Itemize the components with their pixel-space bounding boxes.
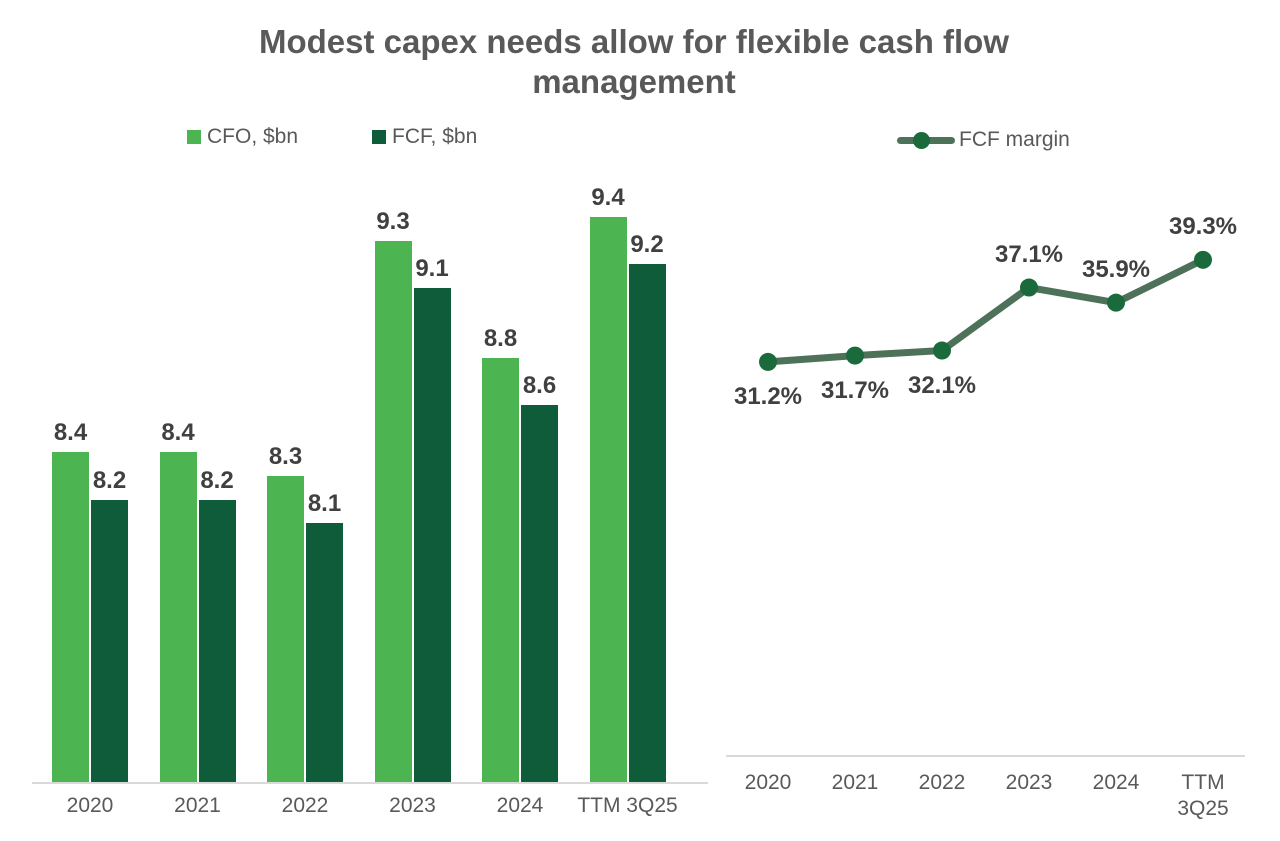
bar-label-cfo-2022: 8.3 (268, 443, 303, 470)
bar-cfo-2023 (374, 240, 412, 782)
bar-cfo-2020 (52, 452, 89, 782)
line-x-label-2021: 2021 (831, 771, 879, 794)
legend-label-fcf-margin: FCF margin (959, 128, 1070, 151)
line-point-2020 (759, 352, 777, 371)
cfo-swatch-icon (187, 130, 201, 144)
fcf-swatch-icon (372, 130, 387, 144)
bar-cfo-2022 (267, 476, 304, 782)
bar-label-fcf-2021: 8.2 (200, 466, 234, 494)
line-point-2021 (846, 346, 864, 365)
bar-label-fcf-2022: 8.1 (307, 490, 342, 518)
bar-fcf-2023 (413, 287, 451, 782)
bar-label-cfo-2020: 8.4 (53, 419, 88, 447)
bar-x-label-2020: 2020 (66, 794, 114, 817)
legend-item-cfo: CFO, $bn (187, 125, 298, 149)
legend-label-fcf: FCF, $bn (392, 125, 478, 148)
bar-x-label-2024: 2024 (496, 794, 544, 817)
bar-x-label-ttm-3q25: TTM 3Q25 (577, 794, 678, 817)
line-x-label-2022: 2022 (918, 771, 966, 794)
bar-cfo-2021 (159, 452, 197, 782)
bar-label-cfo-2023: 9.3 (376, 207, 410, 235)
line-label-2022: 32.1% (907, 371, 977, 399)
bar-label-cfo-ttm-3q25: 9.4 (591, 184, 625, 212)
bar-chart-x-axis (32, 782, 708, 784)
bar-chart-legend: CFO, $bn FCF, $bn (187, 124, 477, 150)
bar-fcf-2020 (91, 499, 128, 782)
bar-fcf-2021 (198, 499, 236, 782)
line-marker-icon (897, 131, 955, 149)
line-point-2022 (933, 341, 951, 360)
legend-item-fcf: FCF, $bn (372, 125, 477, 149)
bar-cfo-ttm-3q25 (589, 217, 627, 782)
line-x-label-2023: 2023 (1005, 771, 1053, 794)
line-x-label-ttm-3q25: TTM 3Q25 (1177, 771, 1229, 820)
line-label-2024: 35.9% (1081, 255, 1151, 283)
bar-label-fcf-2020: 8.2 (92, 466, 127, 494)
bar-label-cfo-2024: 8.8 (483, 325, 518, 353)
line-x-label-2024: 2024 (1092, 771, 1140, 794)
chart-title: Modest capex needs allow for flexible ca… (258, 23, 1010, 100)
bar-x-label-2022: 2022 (281, 794, 329, 817)
line-label-2023: 37.1% (994, 240, 1064, 268)
line-point-2024 (1107, 293, 1125, 312)
line-chart-x-axis (726, 755, 1245, 757)
bar-x-label-2021: 2021 (174, 794, 221, 817)
bar-label-fcf-2024: 8.6 (522, 372, 557, 400)
line-point-ttm-3q25 (1194, 250, 1212, 269)
line-point-2023 (1020, 278, 1038, 297)
line-label-2020: 31.2% (733, 382, 803, 410)
bar-label-cfo-2021: 8.4 (161, 419, 195, 447)
bar-label-fcf-ttm-3q25: 9.2 (630, 231, 664, 259)
line-label-ttm-3q25: 39.3% (1168, 212, 1238, 240)
bar-fcf-2024 (521, 405, 558, 782)
bar-cfo-2024 (482, 358, 519, 782)
line-x-label-2020: 2020 (744, 771, 792, 794)
bar-label-fcf-2023: 9.1 (415, 254, 449, 282)
line-chart-legend: FCF margin (897, 127, 1070, 153)
legend-label-cfo: CFO, $bn (207, 125, 299, 148)
bar-x-label-2023: 2023 (389, 794, 436, 817)
bar-fcf-2022 (306, 523, 343, 782)
line-label-2021: 31.7% (820, 376, 890, 404)
bar-fcf-ttm-3q25 (628, 264, 666, 782)
